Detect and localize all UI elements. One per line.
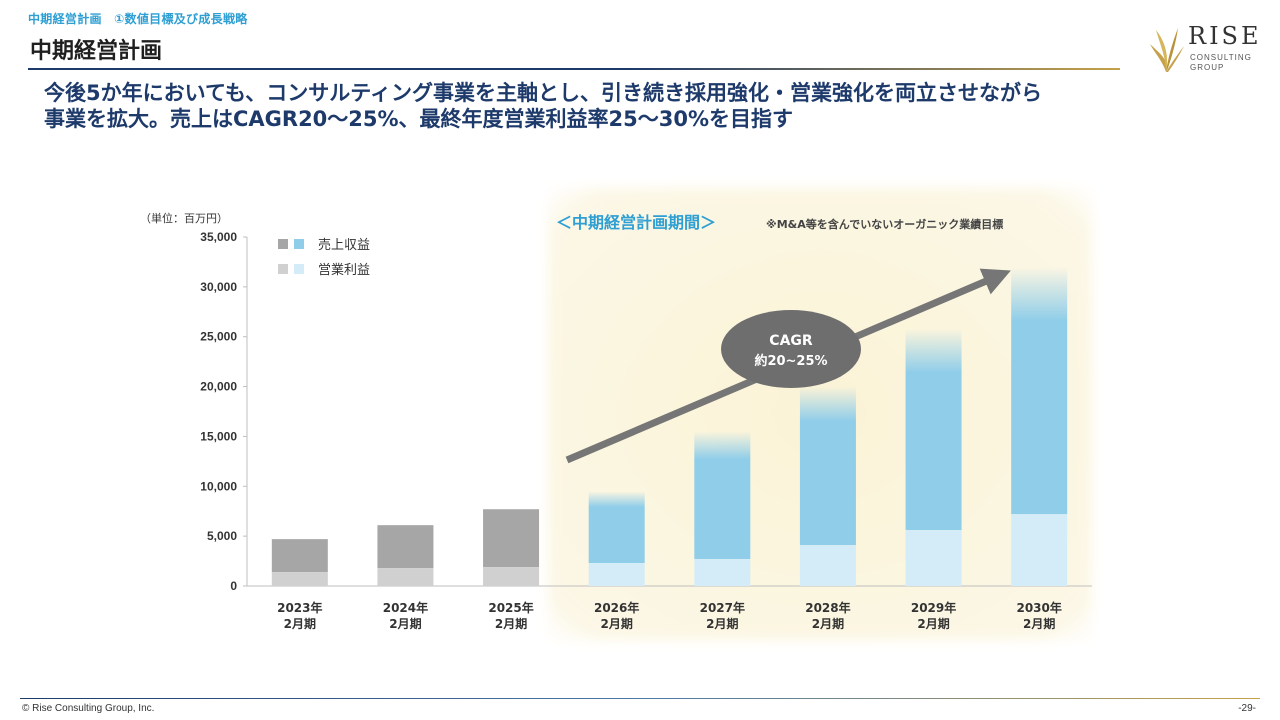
x-tick-label-period: 2月期 [389,616,421,631]
logo-subtitle-line1: CONSULTING [1190,53,1252,62]
y-tick-label: 20,000 [200,380,237,394]
y-tick-label: 5,000 [207,529,237,543]
company-logo: RISE CONSULTING GROUP [1146,22,1266,74]
headline: 今後5か年においても、コンサルティング事業を主軸とし、引き続き採用強化・営業強化… [44,80,1244,132]
x-tick-label-period: 2月期 [1023,616,1055,631]
breadcrumb: 中期経営計画 ①数値目標及び成長戦略 [28,12,248,26]
x-tick-label-year: 2026年 [594,600,639,615]
legend-swatch-forecast-revenue [294,239,304,249]
operating-profit-bar [483,567,540,586]
unit-label: （単位：百万円） [140,211,228,225]
legend-label-profit: 営業利益 [318,262,370,278]
headline-line-1: 今後5か年においても、コンサルティング事業を主軸とし、引き続き採用強化・営業強化… [44,81,1043,105]
revenue-bar [694,431,751,560]
revenue-bar [377,525,434,569]
operating-profit-bar [905,530,962,586]
x-tick-label-period: 2月期 [601,616,633,631]
x-tick-label-period: 2月期 [917,616,949,631]
legend-swatch-actual-profit [278,264,288,274]
operating-profit-bar [1011,514,1068,586]
legend-swatch-actual-revenue [278,239,288,249]
legend-swatch-forecast-profit [294,264,304,274]
x-tick-label-year: 2024年 [383,600,428,615]
headline-line-2: 事業を拡大。売上はCAGR20～25%、最終年度営業利益率25～30%を目指す [44,107,794,131]
y-tick-label: 0 [230,579,237,593]
operating-profit-bar [588,563,645,586]
organic-target-note: ※M&A等を含んでいないオーガニック業績目標 [766,217,1003,231]
operating-profit-bar [694,559,751,586]
revenue-bar [588,491,645,564]
x-tick-label-period: 2月期 [812,616,844,631]
x-tick-label-year: 2025年 [488,600,533,615]
revenue-bar [799,386,856,546]
y-tick-label: 15,000 [200,429,237,443]
x-tick-label-year: 2030年 [1016,600,1061,615]
revenue-bar [905,328,962,531]
x-tick-label-year: 2027年 [700,600,745,615]
page-number: -29- [1238,703,1256,714]
copyright: © Rise Consulting Group, Inc. [22,703,155,714]
x-tick-label-year: 2023年 [277,600,322,615]
y-tick-label: 35,000 [200,230,237,244]
revenue-bar [483,509,540,568]
cagr-label: CAGR [769,333,813,349]
operating-profit-bar [271,572,328,586]
operating-profit-bar [799,545,856,586]
revenue-profit-bar-chart: 0 5,000 10,000 15,000 20,000 25,000 30,000 35,0… [140,188,1092,640]
plan-period-label: ＜中期経営計画期間＞ [556,213,716,232]
page-title: 中期経営計画 [30,39,163,64]
x-tick-label-year: 2029年 [911,600,956,615]
logo-subtitle-line2: GROUP [1190,63,1225,72]
revenue-bar [1011,266,1068,515]
x-tick-label-period: 2月期 [706,616,738,631]
revenue-bar [271,539,328,573]
y-tick-label: 30,000 [200,280,237,294]
operating-profit-bar [377,568,434,586]
x-tick-label-year: 2028年 [805,600,850,615]
y-tick-label: 10,000 [200,479,237,493]
cagr-value: 約20~25% [754,353,827,369]
y-tick-label: 25,000 [200,330,237,344]
cagr-bubble [721,310,861,388]
footer-divider [20,698,1260,699]
x-tick-label-period: 2月期 [284,616,316,631]
title-divider [28,68,1120,70]
x-tick-label-period: 2月期 [495,616,527,631]
logo-wordmark: RISE [1188,22,1262,50]
legend-label-revenue: 売上収益 [318,237,370,253]
rise-logo-icon [1150,28,1184,72]
